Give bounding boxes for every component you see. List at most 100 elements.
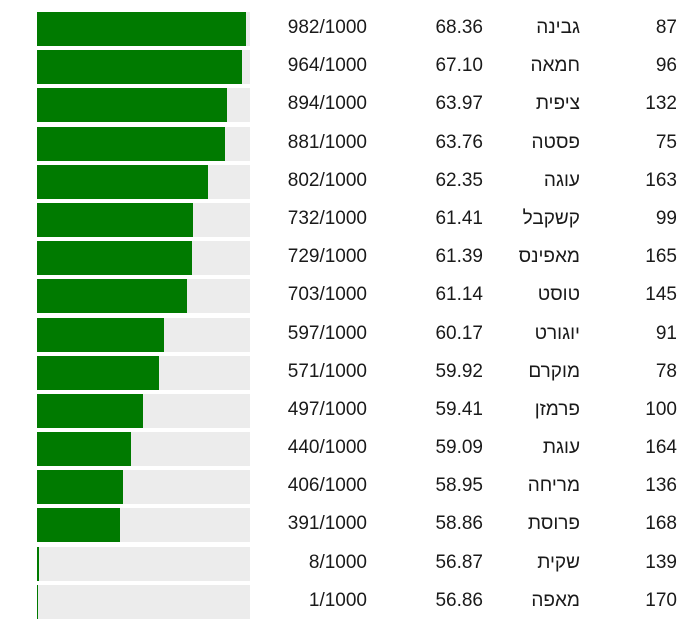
score-label: 881/1000 [287,131,367,153]
item-number: 170 [645,589,677,611]
score-bar-track [37,546,250,581]
score-bar-fill [37,393,143,428]
value-label: 58.86 [435,513,483,535]
item-number: 136 [645,475,677,497]
score-bar-fill [37,355,159,390]
score-bar-track [37,126,250,161]
value-label: 67.10 [435,55,483,77]
table-row: 406/1000 58.95 מריחה 136 [0,470,698,508]
item-number: 87 [655,17,677,38]
score-label: 732/1000 [287,207,367,229]
item-number: 164 [645,437,677,459]
value-label: 62.35 [435,169,483,191]
value-label: 59.41 [435,398,483,420]
score-label: 729/1000 [287,246,367,268]
ranking-table: 982/1000 68.36 גבינה 87 964/1000 67.10 ח… [0,12,698,623]
value-label: 59.09 [435,437,483,459]
score-label: 964/1000 [287,55,367,77]
value-label: 61.41 [435,207,483,229]
score-label: 982/1000 [287,17,367,38]
item-name: שקית [537,551,580,573]
item-number: 139 [645,551,677,573]
value-label: 63.76 [435,131,483,153]
score-bar-track [37,202,250,237]
item-number: 96 [655,55,677,77]
item-number: 99 [655,207,677,229]
score-label: 406/1000 [287,475,367,497]
table-row: 597/1000 60.17 יוגורט 91 [0,317,698,356]
item-name: פרוסת [527,513,580,535]
item-name: גבינה [536,17,580,38]
value-label: 56.87 [435,551,483,573]
score-bar-fill [37,126,225,161]
table-row: 729/1000 61.39 מאפינס 165 [0,241,698,279]
table-row: 703/1000 61.14 טוסט 145 [0,279,698,317]
score-bar-track [37,432,250,467]
score-bar-track [37,241,250,276]
score-bar-track [37,470,250,505]
table-row: 571/1000 59.92 מוקרם 78 [0,355,698,394]
score-label: 440/1000 [287,437,367,459]
score-bar-fill [37,508,121,543]
table-row: 1/1000 56.86 מאפה 170 [0,584,698,623]
table-row: 894/1000 63.97 ציפית 132 [0,88,698,126]
value-label: 61.39 [435,246,483,268]
score-bar-fill [37,317,165,352]
score-bar-fill [37,164,208,199]
score-bar-track [37,12,250,46]
table-row: 497/1000 59.41 פרמזן 100 [0,393,698,432]
item-number: 75 [655,131,677,153]
score-bar-track [37,508,250,543]
score-bar-fill [37,202,193,237]
score-bar-fill [37,88,228,123]
value-label: 60.17 [435,322,483,344]
score-bar-fill [37,279,187,314]
score-label: 802/1000 [287,169,367,191]
item-number: 100 [645,398,677,420]
score-bar-fill [37,546,39,581]
item-number: 132 [645,93,677,115]
item-number: 78 [655,360,677,382]
score-bar-track [37,164,250,199]
item-number: 165 [645,246,677,268]
item-name: קשקבל [522,207,580,229]
table-row: 732/1000 61.41 קשקבל 99 [0,202,698,241]
item-name: פרמזן [534,398,580,420]
table-row: 881/1000 63.76 פסטה 75 [0,126,698,165]
table-row: 8/1000 56.87 שקית 139 [0,546,698,585]
item-name: טוסט [537,284,580,306]
item-number: 168 [645,513,677,535]
score-bar-fill [37,470,124,505]
table-row: 440/1000 59.09 עוגת 164 [0,432,698,470]
score-bar-fill [37,12,247,46]
table-row: 802/1000 62.35 עוגה 163 [0,164,698,203]
item-name: ציפית [535,93,580,115]
item-name: פסטה [531,131,581,153]
value-label: 56.86 [435,589,483,611]
value-label: 59.92 [435,360,483,382]
score-bar-track [37,393,250,428]
score-label: 894/1000 [287,93,367,115]
score-label: 1/1000 [308,589,367,611]
score-bar-track [37,50,250,85]
item-name: עוגת [542,437,580,459]
item-number: 91 [655,322,677,344]
score-label: 497/1000 [287,398,367,420]
item-number: 145 [645,284,677,306]
score-bar-fill [37,50,243,85]
score-bar-track [37,88,250,123]
item-name: מאפינס [518,246,580,268]
score-bar-track [37,355,250,390]
item-name: חמאה [530,55,580,77]
item-name: יוגורט [534,322,580,344]
value-label: 63.97 [435,93,483,115]
score-label: 391/1000 [287,513,367,535]
score-label: 571/1000 [287,360,367,382]
score-bar-track [37,279,250,314]
score-bar-fill [37,432,131,467]
value-label: 68.36 [435,17,483,38]
value-label: 61.14 [435,284,483,306]
table-row: 391/1000 58.86 פרוסת 168 [0,508,698,546]
score-bar-track [37,584,250,619]
score-bar-track [37,317,250,352]
